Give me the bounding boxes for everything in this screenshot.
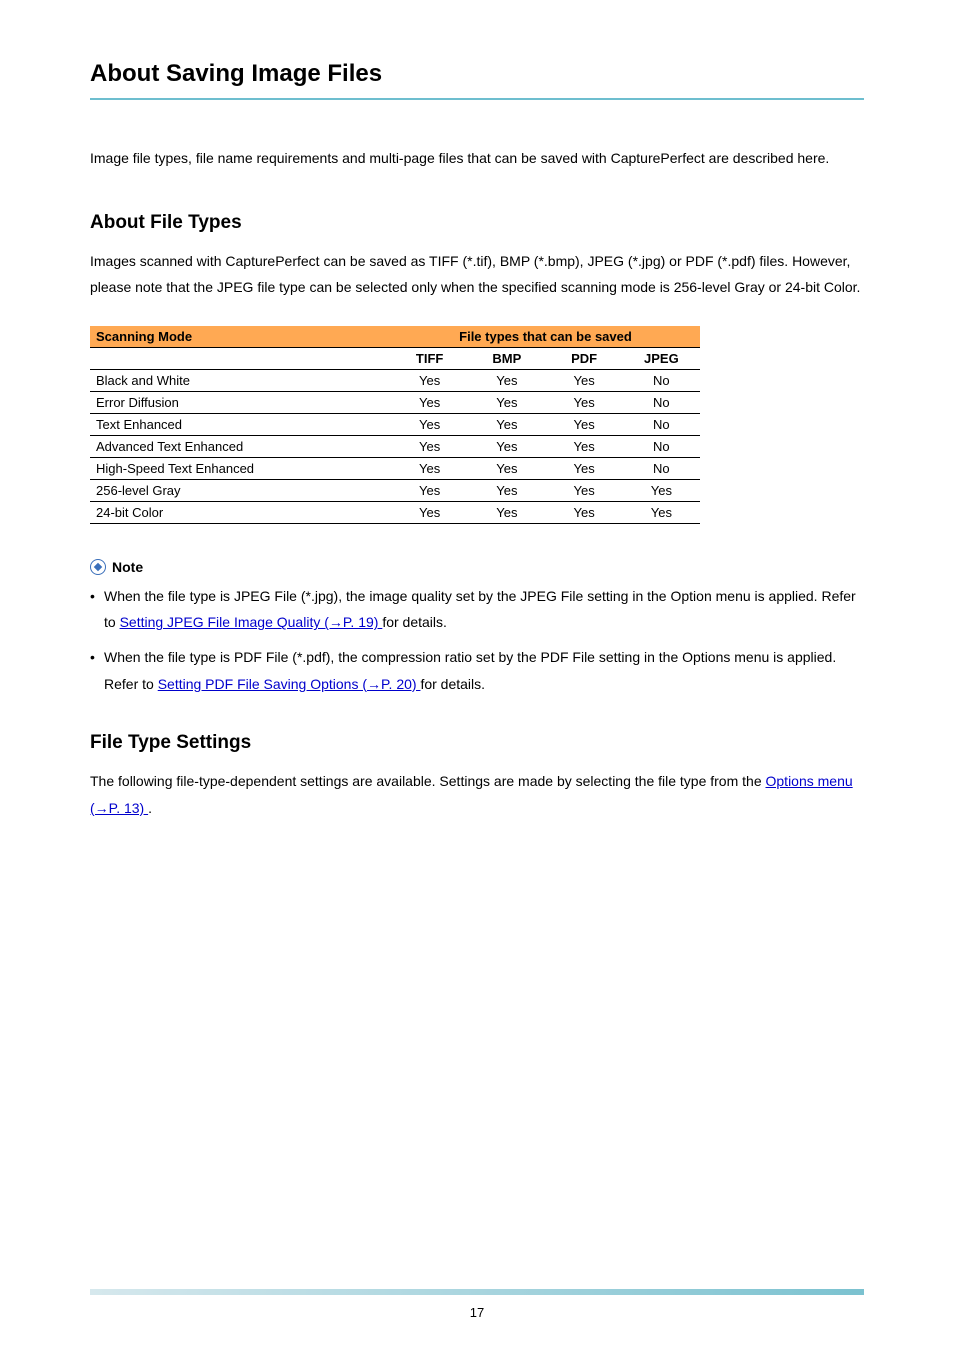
table-cell: No — [623, 435, 700, 457]
table-cell: Yes — [623, 479, 700, 501]
table-cell-mode: Black and White — [90, 369, 391, 391]
table-cell: Yes — [468, 413, 545, 435]
filetypes-table: Scanning Mode File types that can be sav… — [90, 326, 700, 524]
page-title: About Saving Image Files — [90, 60, 864, 88]
section-heading-filetypes: About File Types — [90, 212, 864, 234]
footer-gradient — [90, 1289, 864, 1295]
section-heading-settings: File Type Settings — [90, 732, 864, 754]
table-cell: Yes — [391, 435, 468, 457]
section-paragraph-filetypes: Images scanned with CapturePerfect can b… — [90, 248, 864, 301]
table-cell: No — [623, 457, 700, 479]
table-cell: Yes — [391, 369, 468, 391]
table-cell: Yes — [468, 391, 545, 413]
table-cell: Yes — [545, 413, 622, 435]
table-cell-mode: Advanced Text Enhanced — [90, 435, 391, 457]
note-1-text-post: for details. — [382, 614, 447, 630]
table-cell: Yes — [391, 391, 468, 413]
table-row: 24-bit ColorYesYesYesYes — [90, 501, 700, 523]
table-cell: Yes — [623, 501, 700, 523]
page-footer: 17 — [90, 1289, 864, 1320]
table-header-tiff: TIFF — [391, 347, 468, 369]
table-header-blank — [90, 347, 391, 369]
section-paragraph-settings: The following file-type-dependent settin… — [90, 768, 864, 821]
note-heading: Note — [90, 559, 864, 575]
note-2-link[interactable]: Setting PDF File Saving Options (→P. 20) — [158, 676, 421, 692]
table-cell: Yes — [545, 457, 622, 479]
note-1-link[interactable]: Setting JPEG File Image Quality (→P. 19) — [120, 614, 383, 630]
table-cell: Yes — [545, 435, 622, 457]
title-underline — [90, 98, 864, 100]
table-header-jpeg: JPEG — [623, 347, 700, 369]
table-cell: Yes — [545, 369, 622, 391]
table-cell: Yes — [468, 435, 545, 457]
table-row: 256-level GrayYesYesYesYes — [90, 479, 700, 501]
table-header-saved: File types that can be saved — [391, 326, 700, 348]
note-icon — [90, 559, 106, 575]
settings-para-post: . — [148, 800, 152, 816]
table-cell: Yes — [468, 369, 545, 391]
table-row: High-Speed Text EnhancedYesYesYesNo — [90, 457, 700, 479]
table-cell: Yes — [391, 479, 468, 501]
intro-paragraph: Image file types, file name requirements… — [90, 145, 864, 172]
table-cell-mode: 24-bit Color — [90, 501, 391, 523]
table-cell-mode: High-Speed Text Enhanced — [90, 457, 391, 479]
table-row: Text EnhancedYesYesYesNo — [90, 413, 700, 435]
footer-page-number: 17 — [90, 1305, 864, 1320]
table-cell: No — [623, 369, 700, 391]
table-cell-mode: 256-level Gray — [90, 479, 391, 501]
table-cell: Yes — [545, 501, 622, 523]
note-label: Note — [112, 559, 143, 575]
table-cell-mode: Text Enhanced — [90, 413, 391, 435]
note-2-text-post: for details. — [420, 676, 485, 692]
note-item-2: • When the file type is PDF File (*.pdf)… — [90, 644, 864, 697]
table-cell: No — [623, 391, 700, 413]
table-cell-mode: Error Diffusion — [90, 391, 391, 413]
table-row: Black and WhiteYesYesYesNo — [90, 369, 700, 391]
settings-para-pre: The following file-type-dependent settin… — [90, 773, 766, 789]
table-cell: Yes — [391, 457, 468, 479]
table-cell: Yes — [545, 479, 622, 501]
table-cell: No — [623, 413, 700, 435]
note-item-1: • When the file type is JPEG File (*.jpg… — [90, 583, 864, 636]
table-cell: Yes — [545, 391, 622, 413]
table-row: Error DiffusionYesYesYesNo — [90, 391, 700, 413]
table-cell: Yes — [468, 457, 545, 479]
table-cell: Yes — [391, 501, 468, 523]
table-cell: Yes — [468, 501, 545, 523]
table-header-bmp: BMP — [468, 347, 545, 369]
table-header-pdf: PDF — [545, 347, 622, 369]
table-cell: Yes — [468, 479, 545, 501]
table-cell: Yes — [391, 413, 468, 435]
table-row: Advanced Text EnhancedYesYesYesNo — [90, 435, 700, 457]
table-header-scanmode: Scanning Mode — [90, 326, 391, 348]
